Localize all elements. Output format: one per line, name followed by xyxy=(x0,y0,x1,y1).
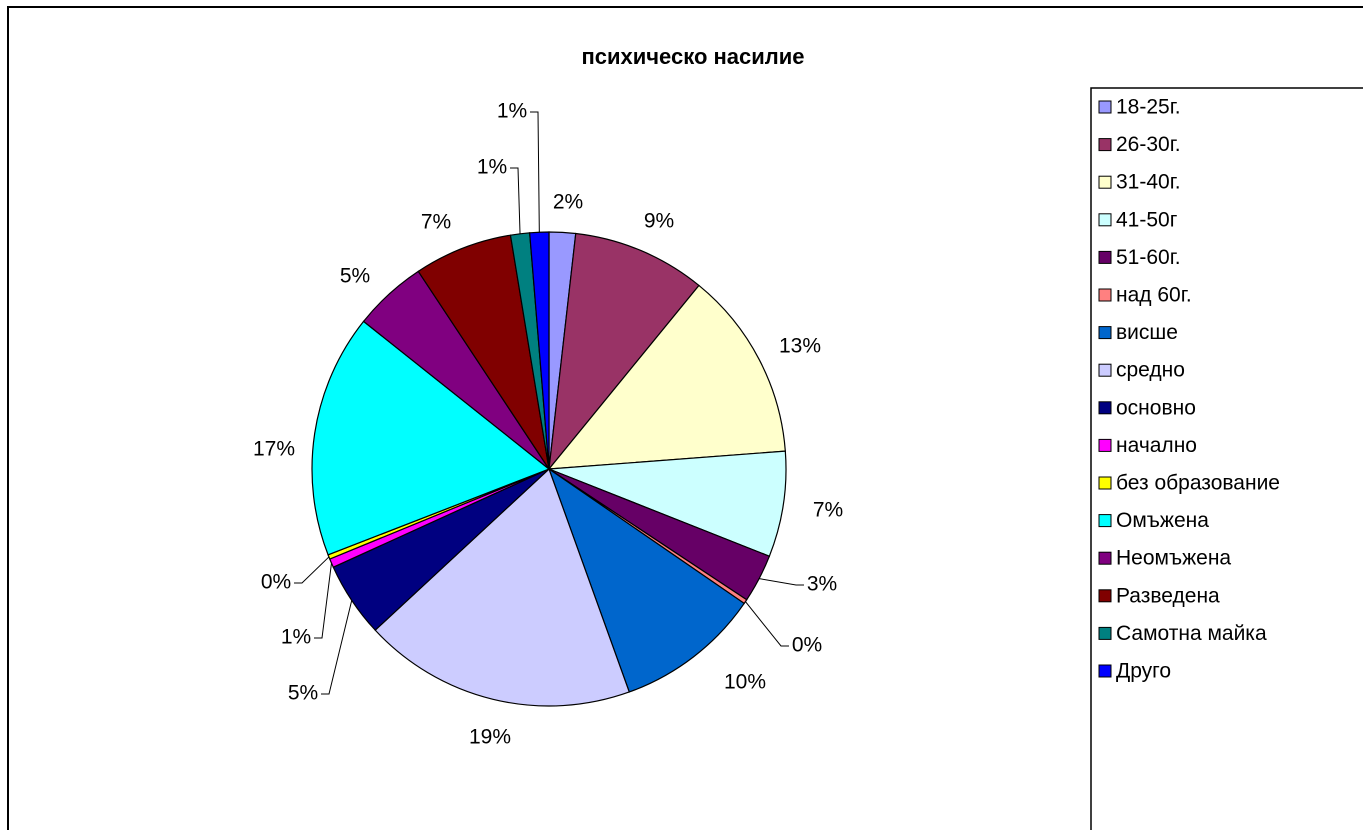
legend-swatch xyxy=(1098,213,1112,227)
data-label: 5% xyxy=(288,682,318,705)
legend-swatch xyxy=(1098,664,1112,678)
legend-label: основно xyxy=(1116,396,1196,419)
pie-slice xyxy=(374,467,631,707)
leader-line xyxy=(745,601,789,647)
pie-slice xyxy=(547,284,786,470)
data-label: 17% xyxy=(253,438,295,461)
legend-swatch xyxy=(1098,363,1112,377)
leader-line xyxy=(314,563,332,639)
legend-swatch xyxy=(1098,138,1112,152)
legend-label: Неомъжена xyxy=(1116,547,1231,570)
leader-line xyxy=(321,600,353,695)
legend-label: 18-25г. xyxy=(1116,96,1181,119)
legend-swatch xyxy=(1098,288,1112,302)
data-label: 2% xyxy=(553,191,583,214)
legend-label: начално xyxy=(1116,434,1197,457)
legend-label: Разведена xyxy=(1116,584,1220,607)
legend-swatch xyxy=(1098,250,1112,264)
legend-label: 51-60г. xyxy=(1116,246,1181,269)
pie-slice xyxy=(547,467,746,693)
data-label: 1% xyxy=(281,626,311,649)
data-label: 1% xyxy=(497,100,527,123)
legend-label: без образование xyxy=(1116,472,1280,495)
data-label: 7% xyxy=(421,211,451,234)
legend-swatch xyxy=(1098,100,1112,114)
pie-slice xyxy=(311,320,551,556)
legend-label: 26-30г. xyxy=(1116,133,1181,156)
legend-label: Самотна майка xyxy=(1116,622,1267,645)
leader-line xyxy=(510,167,521,234)
legend-swatch xyxy=(1098,514,1112,528)
leader-line xyxy=(530,111,540,233)
legend-swatch xyxy=(1098,401,1112,415)
legend-label: средно xyxy=(1116,359,1185,382)
leader-line xyxy=(759,578,804,586)
legend-swatch xyxy=(1098,589,1112,603)
pie-slice xyxy=(548,450,787,558)
legend-label: над 60г. xyxy=(1116,284,1192,307)
legend-box xyxy=(1090,87,1363,830)
legend-swatch xyxy=(1098,551,1112,565)
legend-label: Друго xyxy=(1116,660,1171,683)
chart-title: психическо насилие xyxy=(581,44,804,69)
legend-swatch xyxy=(1098,326,1112,340)
legend-swatch xyxy=(1098,175,1112,189)
legend-label: 31-40г. xyxy=(1116,171,1181,194)
pie-slice xyxy=(548,232,700,471)
data-label: 13% xyxy=(779,335,821,358)
data-label: 5% xyxy=(340,265,370,288)
legend-swatch xyxy=(1098,626,1112,640)
leader-line xyxy=(294,556,330,584)
data-label: 9% xyxy=(644,210,674,233)
data-label: 19% xyxy=(469,726,511,749)
data-label: 1% xyxy=(477,156,507,179)
legend-swatch xyxy=(1098,476,1112,490)
data-label: 0% xyxy=(792,634,822,657)
data-label: 7% xyxy=(813,499,843,522)
legend-swatch xyxy=(1098,438,1112,452)
legend-label: 41-50г xyxy=(1116,208,1178,231)
data-label: 3% xyxy=(807,573,837,596)
legend-label: Омъжена xyxy=(1116,509,1209,532)
data-label: 10% xyxy=(724,671,766,694)
legend-label: висше xyxy=(1116,321,1178,344)
data-label: 0% xyxy=(261,571,291,594)
